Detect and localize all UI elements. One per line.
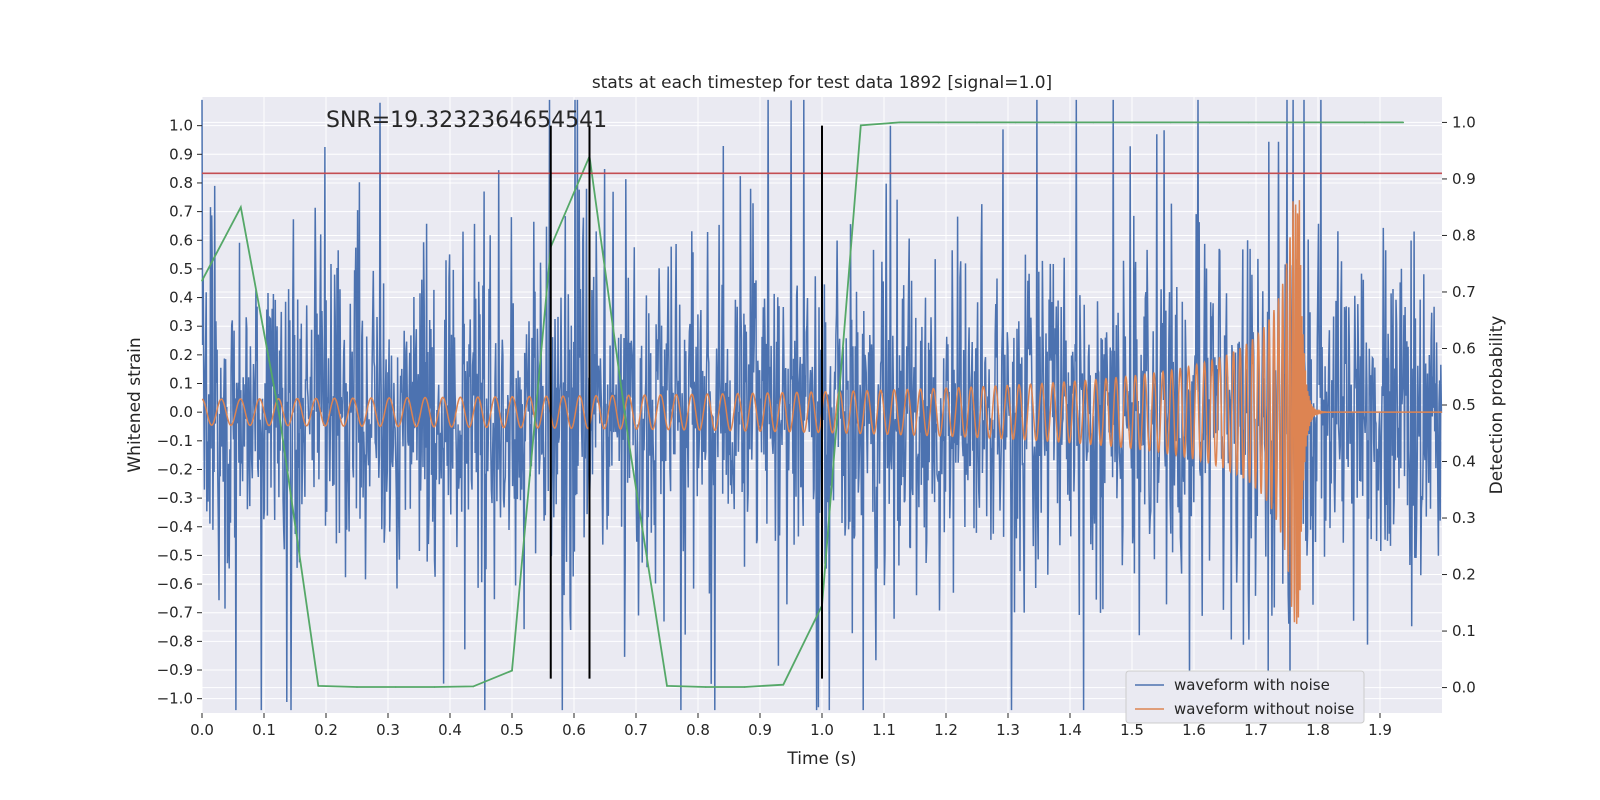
window-markers — [549, 125, 823, 679]
probability-point — [976, 121, 978, 124]
x-tick-label: 0.4 — [438, 721, 462, 739]
y-tick-label: −0.5 — [157, 546, 193, 564]
probability-point — [1053, 121, 1056, 124]
y2-tick-label: 0.1 — [1452, 622, 1476, 640]
probability-point — [1014, 121, 1017, 124]
y-tick-label: 1.0 — [169, 117, 193, 135]
probability-point — [627, 438, 630, 440]
y-tick-label: −0.6 — [157, 575, 193, 593]
legend: waveform with noise waveform without noi… — [1125, 670, 1365, 724]
y-tick-label: 0.9 — [169, 145, 193, 163]
x-tick-label: 1.4 — [1058, 721, 1082, 739]
x-tick-label: 1.6 — [1182, 721, 1206, 739]
probability-point — [1131, 121, 1133, 124]
probability-point — [859, 124, 862, 127]
x-tick-label: 0.6 — [562, 721, 586, 739]
x-tick-label: 0.2 — [314, 721, 338, 739]
probability-point — [511, 669, 513, 672]
probability-point — [433, 686, 436, 688]
y2-tick-label: 0.2 — [1452, 566, 1476, 584]
probability-line — [201, 121, 1404, 688]
probability-point — [1247, 121, 1250, 124]
x-tick-label: 1.7 — [1244, 721, 1268, 739]
y2-tick-label: 0.9 — [1452, 170, 1476, 188]
x-tick-label: 1.5 — [1120, 721, 1144, 739]
probability-point — [1363, 121, 1366, 124]
probability-point — [1286, 121, 1288, 124]
y-tick-label: 0.3 — [169, 317, 193, 335]
x-tick-label: 0.0 — [190, 721, 214, 739]
y2-tick-label: 0.0 — [1452, 679, 1476, 697]
chart-title: stats at each timestep for test data 189… — [592, 73, 1052, 93]
y-tick-label: 0.5 — [169, 260, 193, 278]
probability-point — [743, 686, 746, 688]
probability-point — [1402, 121, 1405, 124]
x-tick-label: 0.1 — [252, 721, 276, 739]
x-axis-ticks: 0.0 0.1 0.2 0.3 0.4 0.5 0.6 0.7 0.8 0.9 1.0 1.1 1.2 1… — [190, 713, 1392, 739]
y-tick-label: 0.6 — [169, 231, 193, 249]
y-tick-label: −0.9 — [157, 661, 193, 679]
y-tick-label: 0.4 — [169, 289, 193, 307]
y-tick-label: 0.1 — [169, 375, 193, 393]
probability-point — [317, 685, 320, 687]
y2-axis-ticks: 1.0 0.9 0.8 0.7 0.6 0.5 0.4 0.3 0.2 0.1 0.0 — [1442, 113, 1476, 697]
y-tick-label: −0.8 — [157, 632, 193, 650]
probability-point — [666, 685, 668, 687]
y2-tick-label: 0.7 — [1452, 283, 1476, 301]
probability-point — [394, 686, 397, 688]
y-tick-label: −0.3 — [157, 489, 193, 507]
probability-point — [1208, 121, 1211, 124]
y-tick-label: 0.8 — [169, 174, 193, 192]
probability-point — [704, 686, 707, 688]
x-tick-label: 0.3 — [376, 721, 400, 739]
x-tick-label: 1.9 — [1368, 721, 1392, 739]
probability-point — [782, 683, 785, 686]
probability-point — [898, 121, 901, 124]
y2-tick-label: 0.3 — [1452, 509, 1476, 527]
x-tick-label: 1.0 — [810, 721, 834, 739]
y2-tick-label: 1.0 — [1452, 113, 1476, 131]
x-tick-label: 0.5 — [500, 721, 524, 739]
y-tick-label: −0.4 — [157, 518, 193, 536]
snr-annotation: SNR=19.3232364654541 — [326, 108, 607, 133]
legend-label-clean: waveform without noise — [1174, 700, 1354, 718]
y-tick-label: −1.0 — [157, 690, 193, 708]
probability-point — [1169, 121, 1172, 124]
probability-point — [1324, 121, 1327, 124]
probability-point — [1092, 121, 1095, 124]
y2-tick-label: 0.8 — [1452, 226, 1476, 244]
y-tick-label: −0.1 — [157, 432, 193, 450]
x-tick-label: 1.2 — [934, 721, 958, 739]
y2-tick-label: 0.6 — [1452, 339, 1476, 357]
probability-point — [356, 686, 358, 688]
x-tick-label: 0.7 — [624, 721, 648, 739]
legend-box — [1125, 670, 1365, 724]
y-axis-label: Whitened strain — [125, 337, 145, 472]
probability-point — [201, 279, 203, 282]
probability-point — [472, 685, 475, 688]
probability-point — [278, 415, 281, 418]
legend-label-noise: waveform with noise — [1174, 676, 1330, 694]
y-tick-label: 0.0 — [169, 403, 193, 421]
y-tick-label: 0.7 — [169, 203, 193, 221]
x-axis-label: Time (s) — [786, 749, 856, 769]
x-tick-label: 1.1 — [872, 721, 896, 739]
y-tick-label: 0.2 — [169, 346, 193, 364]
x-tick-label: 1.8 — [1306, 721, 1330, 739]
x-tick-label: 0.9 — [748, 721, 772, 739]
probability-point — [239, 206, 242, 209]
probability-point — [937, 121, 940, 124]
y2-axis-label: Detection probability — [1487, 316, 1507, 495]
y2-tick-label: 0.5 — [1452, 396, 1476, 414]
y-axis-ticks: 1.0 0.9 0.8 0.7 0.6 0.5 0.4 0.3 0.2 0.1 0.0 −0.1 −0.… — [157, 117, 202, 708]
x-tick-label: 1.3 — [996, 721, 1020, 739]
y2-tick-label: 0.4 — [1452, 453, 1476, 471]
x-tick-label: 0.8 — [686, 721, 710, 739]
y-tick-label: −0.7 — [157, 604, 193, 622]
y-tick-label: −0.2 — [157, 460, 193, 478]
